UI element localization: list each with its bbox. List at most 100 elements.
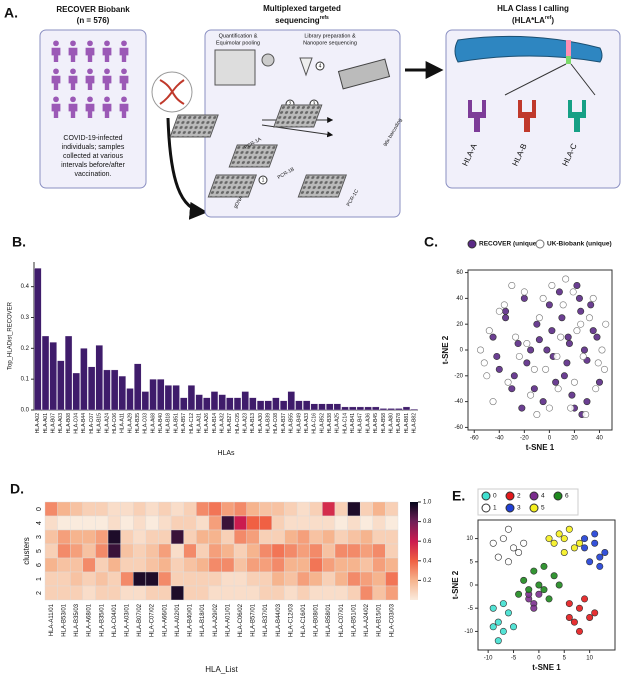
heat-cell [44, 529, 58, 545]
heat-cell [57, 501, 71, 517]
x-tick-label: HLA-B82 [411, 413, 417, 434]
heat-cell [359, 543, 373, 559]
point [585, 314, 593, 322]
heat-cell [322, 585, 336, 601]
sequencer [337, 58, 391, 90]
panel-label: B. [12, 234, 26, 250]
x-tick-label: -40 [495, 436, 504, 442]
point [587, 301, 595, 309]
sequencing-title: Multiplexed targeted [263, 4, 341, 13]
heat-cell [309, 557, 323, 573]
heat-cell [359, 515, 373, 531]
heat-cell [259, 585, 273, 601]
bar [310, 403, 318, 411]
legend-label: 2 [517, 493, 521, 500]
point [573, 281, 581, 289]
point [548, 327, 556, 335]
bar [410, 408, 418, 411]
y-tick-label: 0 [470, 583, 474, 589]
x-tick-label: HLA-C04/01 [112, 603, 118, 637]
heat-cell [133, 543, 147, 559]
calling-title: (HLA*LAref) [512, 15, 554, 25]
point [598, 346, 606, 354]
heat-cell [322, 557, 336, 573]
x-tick-label: HLA-B38 [327, 413, 333, 434]
point [535, 590, 543, 598]
heat-cell [170, 557, 184, 573]
heat-cell [284, 529, 298, 545]
heat-cell [145, 529, 159, 545]
y-axis-label: t-SNE 2 [441, 335, 450, 364]
point [569, 288, 577, 296]
heat-cell [259, 571, 273, 587]
heat-cell [196, 557, 210, 573]
heat-cell [246, 585, 260, 601]
x-tick-label: HLA-A29 [127, 413, 133, 434]
heat-cell [183, 501, 197, 517]
point [539, 294, 547, 302]
point [559, 301, 567, 309]
bar [180, 397, 188, 411]
panel-label: A. [4, 5, 18, 21]
legend-label: 4 [541, 493, 545, 500]
heat-cell [95, 515, 109, 531]
bar [164, 385, 173, 411]
heat-cell [183, 515, 197, 531]
heat-cell [158, 501, 172, 517]
heat-cell [334, 543, 348, 559]
bar [141, 391, 149, 411]
point [515, 548, 523, 556]
y-tick-label: -20 [454, 373, 463, 379]
y-tick-label: 6 [36, 563, 43, 567]
point [555, 530, 563, 538]
heat-cell [385, 501, 399, 517]
legend-marker [529, 491, 539, 501]
x-tick-label: HLA-A03 [58, 413, 64, 434]
heat-cell [259, 515, 273, 531]
x-tick-label: 0 [537, 656, 541, 662]
colorbar-tick-label: 0.4 [423, 558, 432, 564]
point [483, 372, 491, 380]
bar [241, 391, 249, 411]
point [563, 359, 571, 367]
heat-cell [322, 529, 336, 545]
heat-cell [57, 585, 71, 601]
heat-cell [221, 543, 235, 559]
point [523, 340, 531, 348]
x-tick-label: HLA-B47 [358, 413, 364, 434]
heat-cell [372, 501, 386, 517]
heat-cell [221, 501, 235, 517]
cohort-count: (n = 576) [77, 16, 110, 25]
heat-cell [359, 529, 373, 545]
heat-cell [133, 501, 147, 517]
bar [210, 391, 219, 411]
x-axis-label: HLAs [217, 450, 235, 457]
x-tick-label: HLA-A11/01 [49, 603, 55, 636]
heat-cell [120, 585, 134, 601]
point [520, 539, 528, 547]
heat-cell [196, 543, 210, 559]
point [520, 294, 528, 302]
heat-cell [372, 543, 386, 559]
point [565, 600, 573, 608]
heat-cell [145, 501, 159, 517]
bar [318, 403, 326, 411]
heat-cell [208, 529, 222, 545]
heat-cell [322, 571, 336, 587]
point [577, 320, 585, 328]
x-tick-label: HLA-B51 [173, 413, 179, 434]
heat-cell [95, 571, 109, 587]
x-tick-label: 5 [563, 656, 567, 662]
y-tick-label: 60 [456, 270, 463, 276]
point [581, 544, 589, 552]
point [515, 590, 523, 598]
point [540, 586, 548, 594]
point [545, 301, 553, 309]
heat-cell [120, 571, 134, 587]
x-tick-label: HLA-B81 [404, 413, 410, 434]
step-number: 4 [319, 63, 322, 69]
y-tick-label: 0.4 [21, 284, 30, 290]
x-tick-label: -10 [484, 656, 493, 662]
point [477, 346, 485, 354]
bar [103, 369, 111, 411]
